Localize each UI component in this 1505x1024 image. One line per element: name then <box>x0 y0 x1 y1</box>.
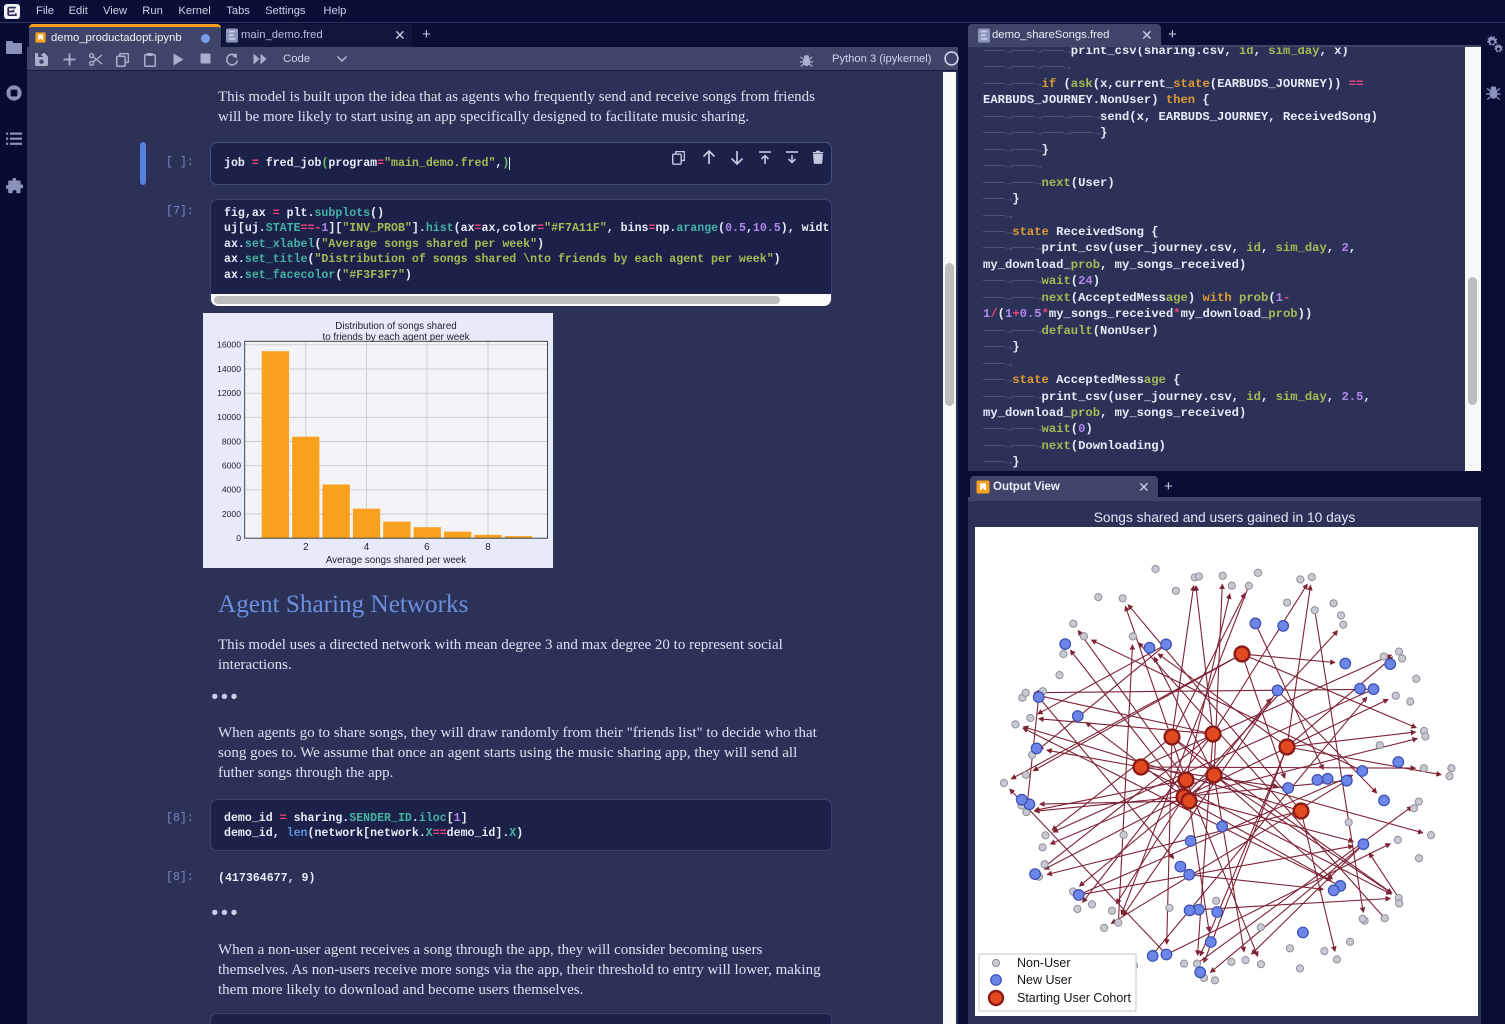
svg-text:Average songs shared per week: Average songs shared per week <box>326 555 466 566</box>
svg-text:4: 4 <box>364 542 370 553</box>
svg-text:Starting User Cohort: Starting User Cohort <box>1017 991 1131 1005</box>
svg-text:4000: 4000 <box>222 485 241 495</box>
svg-text:8000: 8000 <box>222 436 241 446</box>
svg-text:Non-User: Non-User <box>1017 956 1071 970</box>
svg-text:16000: 16000 <box>217 340 241 350</box>
svg-text:Distribution of songs shared: Distribution of songs shared <box>335 321 456 332</box>
svg-text:to friends by each agent per w: to friends by each agent per week <box>322 332 469 343</box>
svg-text:2: 2 <box>303 542 308 553</box>
svg-text:0: 0 <box>236 533 241 543</box>
svg-text:New User: New User <box>1017 973 1072 987</box>
svg-text:2000: 2000 <box>222 509 241 519</box>
svg-text:8: 8 <box>485 542 491 553</box>
svg-text:14000: 14000 <box>217 364 241 374</box>
svg-text:12000: 12000 <box>217 388 241 398</box>
svg-text:10000: 10000 <box>217 412 241 422</box>
svg-text:6000: 6000 <box>222 461 241 471</box>
svg-text:6: 6 <box>424 542 430 553</box>
